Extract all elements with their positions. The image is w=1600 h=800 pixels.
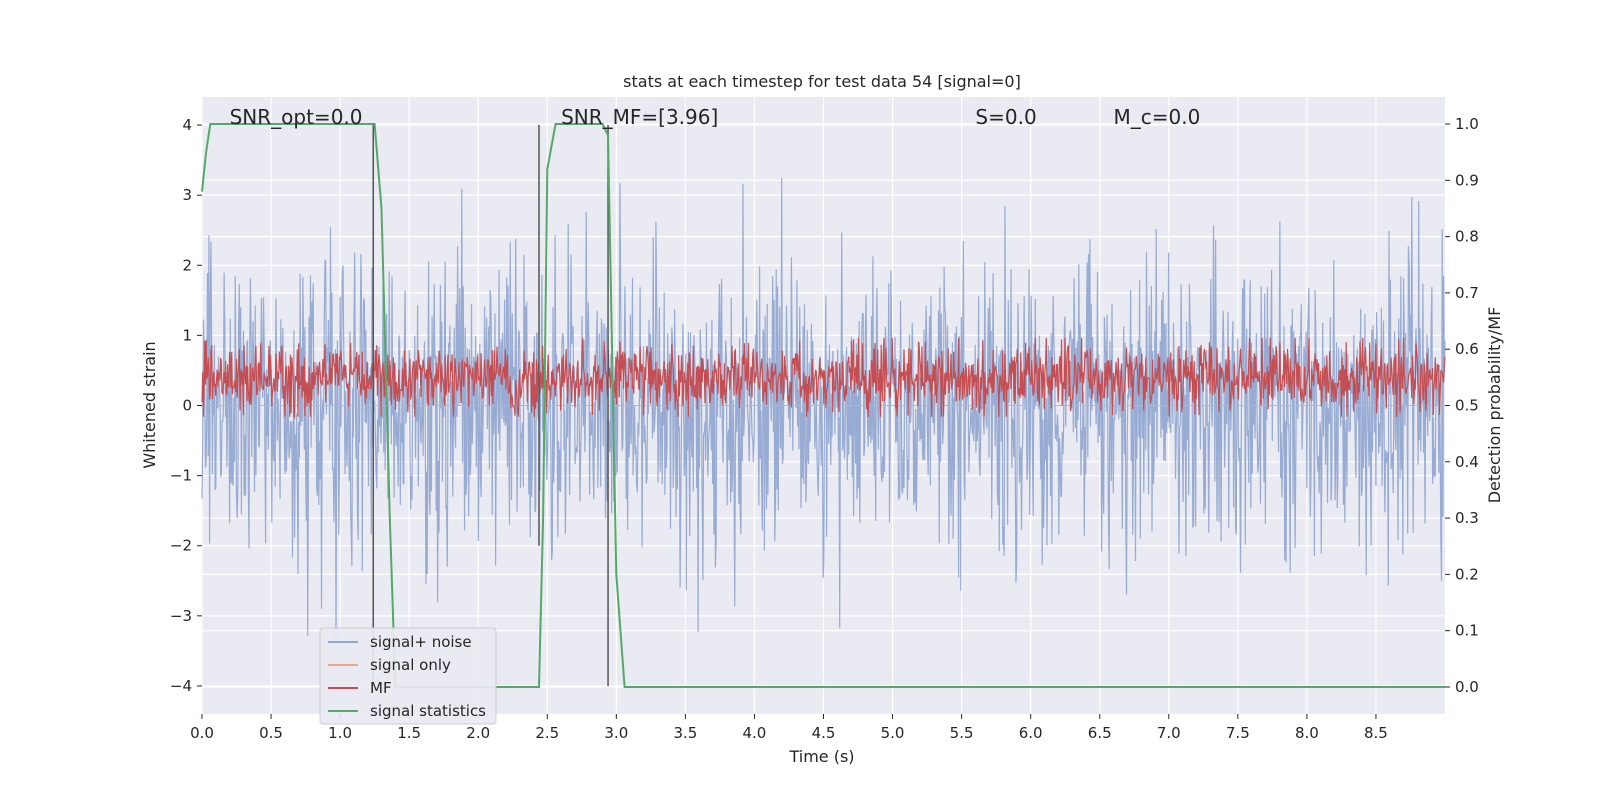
- annotation-text: SNR_opt=0.0: [230, 105, 363, 129]
- annotation-text: SNR_MF=[3.96]: [561, 105, 718, 129]
- chart-title: stats at each timestep for test data 54 …: [623, 72, 1021, 91]
- annotation-text: M_c=0.0: [1114, 105, 1201, 129]
- x-tick-label: 6.5: [1088, 724, 1112, 742]
- vertical-markers: [372, 125, 609, 686]
- y-right-tick-label: 0.4: [1455, 453, 1479, 471]
- y-left-tick-label: 4: [182, 116, 192, 134]
- y-left-tick-label: 0: [182, 397, 192, 415]
- x-tick-label: 3.5: [673, 724, 697, 742]
- x-tick-label: 7.5: [1226, 724, 1250, 742]
- y-right-tick-label: 0.7: [1455, 284, 1479, 302]
- y-right-tick-label: 0.3: [1455, 509, 1479, 527]
- noise-series: [201, 178, 1446, 652]
- x-tick-label: 8.5: [1364, 724, 1388, 742]
- x-axis-label: Time (s): [788, 747, 854, 766]
- x-tick-label: 4.0: [743, 724, 767, 742]
- y-right-tick-label: 0.8: [1455, 228, 1479, 246]
- x-tick-label: 2.0: [466, 724, 490, 742]
- y-right-tick-label: 0.9: [1455, 171, 1479, 189]
- x-tick-label: 5.0: [881, 724, 905, 742]
- x-tick-label: 8.0: [1295, 724, 1319, 742]
- x-tick-label: 3.0: [604, 724, 628, 742]
- legend-label: signal only: [370, 656, 451, 674]
- y-axis-label-left: Whitened strain: [140, 341, 159, 468]
- x-tick-label: 1.0: [328, 724, 352, 742]
- mf-series: [201, 337, 1446, 419]
- legend-box: [319, 627, 497, 725]
- legend-label: signal+ noise: [370, 633, 472, 651]
- y-left-tick-label: 1: [182, 326, 192, 344]
- x-tick-label: 1.5: [397, 724, 421, 742]
- x-tick-label: 6.0: [1019, 724, 1043, 742]
- x-tick-label: 4.5: [812, 724, 836, 742]
- y-axis-label-right: Detection probability/MF: [1485, 307, 1504, 504]
- y-right-tick-label: 0.5: [1455, 397, 1479, 415]
- y-right-tick-label: 0.0: [1455, 678, 1479, 696]
- y-right-tick-label: 0.2: [1455, 565, 1479, 583]
- y-right-tick-label: 1.0: [1455, 115, 1479, 133]
- legend-label: MF: [370, 679, 392, 697]
- y-left-tick-label: −4: [170, 677, 192, 695]
- ticks: 0.0 0.5 1.0 1.5 2.0 2.5 3.0 3.5 4.0 4.5 5.0 5.5 6.0 6…: [170, 115, 1479, 742]
- signal-noise-line: [201, 178, 1446, 652]
- legend: signal+ noise signal only MF signal statist…: [319, 627, 497, 725]
- y-left-tick-label: −3: [170, 607, 192, 625]
- x-tick-label: 5.5: [950, 724, 974, 742]
- legend-label: signal statistics: [370, 702, 486, 720]
- y-left-tick-label: −1: [170, 467, 192, 485]
- y-right-tick-label: 0.1: [1455, 622, 1479, 640]
- y-left-tick-label: 2: [182, 256, 192, 274]
- x-tick-label: 7.0: [1157, 724, 1181, 742]
- y-right-tick-label: 0.6: [1455, 340, 1479, 358]
- x-tick-label: 2.5: [535, 724, 559, 742]
- annotations: SNR_opt=0.0 SNR_MF=[3.96] S=0.0 M_c=0.0: [230, 105, 1201, 129]
- mf-line: [201, 337, 1446, 419]
- annotation-text: S=0.0: [975, 105, 1036, 129]
- x-tick-label: 0.5: [259, 724, 283, 742]
- y-left-tick-label: −2: [170, 537, 192, 555]
- x-tick-label: 0.0: [190, 724, 214, 742]
- y-left-tick-label: 3: [182, 186, 192, 204]
